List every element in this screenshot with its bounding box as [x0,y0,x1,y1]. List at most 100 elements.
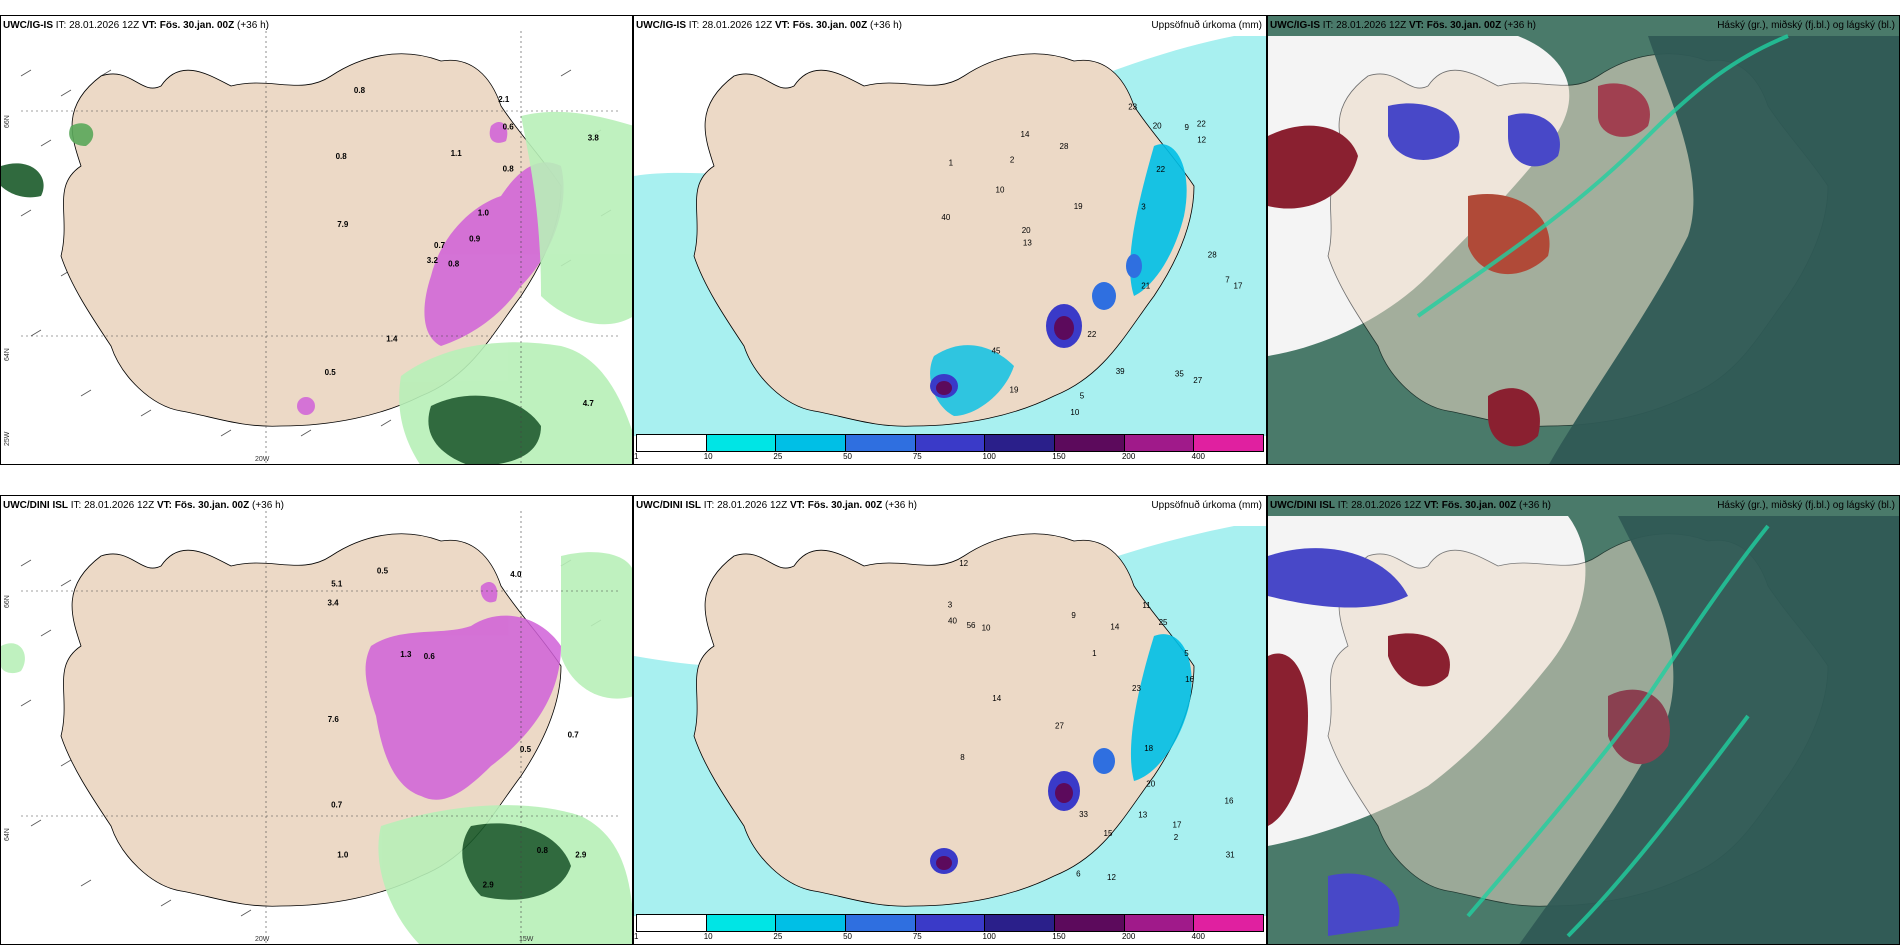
tick: 100 [982,452,996,461]
value-label: 23 [1132,684,1141,693]
cloud-map [1268,496,1899,944]
panel-variable: Háský (gr.), miðský (fj.bl.) og lágský (… [1717,20,1895,31]
tick: 1 [634,452,639,461]
value-label: 0.5 [325,368,337,377]
value-label: 25 [1159,618,1168,627]
tick: 50 [843,452,853,461]
iceland-land [693,533,1195,907]
value-label: 2 [1174,833,1179,842]
value-label: 18 [1144,744,1153,753]
tick: 75 [912,452,922,461]
lat-label: 66N [4,115,11,128]
value-label: 11 [1142,601,1151,610]
value-label: 40 [948,617,957,626]
value-label: 0.7 [331,801,343,810]
heavy-precip [930,144,1187,416]
value-label: 5 [1080,392,1085,401]
value-label: 12 [1197,136,1206,145]
value-label: 0.5 [520,745,532,754]
value-label: 15 [1104,829,1113,838]
value-label: 14 [992,694,1001,703]
value-label: 1.0 [478,209,490,218]
tick: 100 [982,932,996,941]
value-label: 2 [1010,156,1015,165]
tick: 150 [1052,452,1066,461]
value-label: 3 [1141,202,1146,211]
value-label: 13 [1023,239,1032,248]
panel-variable: Háský (gr.), miðský (fj.bl.) og lágský (… [1717,500,1895,511]
cloud-panel-top: UWC/IG-IS IT: 28.01.2026 12Z VT: Fös. 30… [1267,15,1900,465]
heavy-precip [930,634,1192,874]
value-label: 21 [1141,282,1150,291]
value-label: 35 [1175,370,1184,379]
value-label: 13 [1138,811,1147,820]
colorbar-ticks: 1 10 25 50 75 100 150 200 400 [634,932,1264,944]
tick: 25 [773,452,783,461]
snow-panel-bottom: UWC/DINI ISL IT: 28.01.2026 12Z VT: Fös.… [0,495,633,945]
panel-variable: Uppsöfnuð úrkoma (mm) [1151,500,1262,511]
panel-title: UWC/IG-IS IT: 28.01.2026 12Z VT: Fös. 30… [1270,20,1536,31]
tick: 10 [703,932,713,941]
lon-label: 20W [255,936,270,943]
cloud-patches [1268,548,1670,936]
tick: 400 [1191,932,1206,941]
green-precip [1,552,632,944]
value-label: 0.8 [448,260,460,269]
value-label: 0.6 [424,652,436,661]
value-label: 45 [992,347,1001,356]
value-label: 5.1 [331,579,343,588]
value-label: 10 [996,185,1005,194]
value-label: 19 [1074,202,1083,211]
value-label: 12 [959,559,968,568]
value-label: 3.4 [328,599,340,608]
lon-label: 20W [255,456,270,463]
value-label: 27 [1193,376,1202,385]
precip-colorbar [636,914,1264,932]
panel-title: UWC/DINI ISL IT: 28.01.2026 12Z VT: Fös.… [636,500,917,511]
lat-label: 64N [4,348,11,361]
value-label: 3.2 [427,256,439,265]
value-label: 28 [1208,250,1217,259]
cloud-panel-bottom: UWC/DINI ISL IT: 28.01.2026 12Z VT: Fös.… [1267,495,1900,945]
value-label: 4.7 [583,399,595,408]
tick: 200 [1121,452,1136,461]
value-label: 20 [1153,121,1162,130]
value-label: 0.8 [336,152,348,161]
value-label: 2.9 [575,851,587,860]
value-label: 19 [1010,386,1019,395]
panel-title: UWC/DINI ISL IT: 28.01.2026 12Z VT: Fös.… [3,500,284,511]
precip-panel-bottom: UWC/DINI ISL IT: 28.01.2026 12Z VT: Fös.… [633,495,1267,945]
precip-map: 1235691211148171418563125161315204033232… [634,496,1266,944]
value-label: 4.0 [510,570,522,579]
value-label: 7 [1225,275,1230,284]
value-label: 1.4 [386,335,398,344]
value-label: 22 [1156,165,1165,174]
snow-map: 0.5 0.7 1.0 0.5 0.6 0.8 0.7 4.0 1.3 2.9 3.4 7.6 5.1 2… [1,496,632,944]
value-label: 2.9 [483,881,495,890]
value-label: 1.3 [400,650,412,659]
value-label: 0.6 [503,123,515,132]
tick: 50 [843,932,853,941]
value-label: 1 [1092,649,1097,658]
value-label: 27 [1055,722,1064,731]
value-label: 17 [1234,282,1243,291]
value-label: 33 [1079,810,1088,819]
panel-title: UWC/IG-IS IT: 28.01.2026 12Z VT: Fös. 30… [636,20,902,31]
lat-label: 64N [4,828,11,841]
value-label: 20 [1146,780,1155,789]
value-label: 6 [1076,870,1081,879]
tick: 150 [1052,932,1066,941]
snow-fields [297,121,564,415]
value-label: 16 [1225,796,1234,805]
grid-lines [21,31,621,464]
value-label: 1 [949,159,954,168]
tick: 10 [703,452,713,461]
value-label: 10 [982,623,991,632]
value-label: 12 [1107,873,1116,882]
value-label: 0.7 [568,731,580,740]
value-label: 40 [941,213,950,222]
panel-title: UWC/IG-IS IT: 28.01.2026 12Z VT: Fös. 30… [3,20,269,31]
value-label: 39 [1116,367,1125,376]
precip-colorbar [636,434,1264,452]
